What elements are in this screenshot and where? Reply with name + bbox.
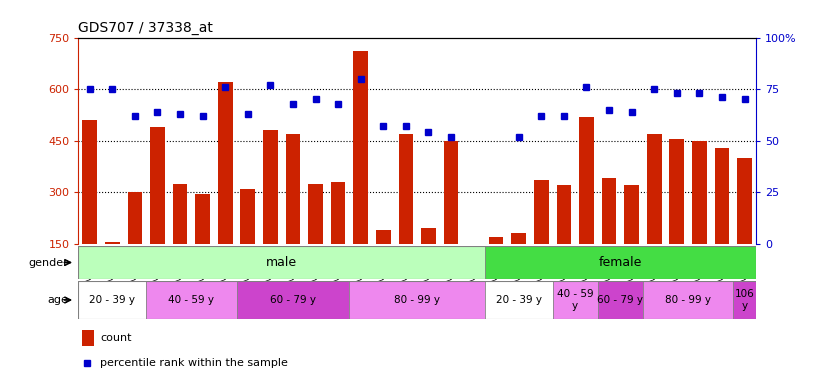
Text: 80 - 99 y: 80 - 99 y (665, 295, 711, 305)
Bar (553, 281, 598, 319)
Bar (150, 127, 165, 244)
Text: GDS707 / 37338_at: GDS707 / 37338_at (78, 21, 213, 35)
Text: 20 - 39 y: 20 - 39 y (89, 295, 135, 305)
Text: female: female (599, 256, 642, 269)
Bar (534, 180, 548, 244)
Bar (218, 82, 233, 244)
Bar (376, 230, 391, 244)
Bar (78, 246, 485, 279)
Text: gender: gender (29, 258, 69, 267)
Text: 80 - 99 y: 80 - 99 y (394, 295, 440, 305)
Bar (511, 233, 526, 244)
Text: male: male (266, 256, 297, 269)
Text: age: age (47, 295, 69, 305)
Bar (398, 134, 413, 244)
Bar (82, 330, 94, 346)
Bar (489, 237, 504, 244)
Bar (286, 134, 301, 244)
Bar (421, 228, 436, 244)
Text: count: count (100, 333, 131, 343)
Bar (598, 281, 643, 319)
Bar (733, 281, 756, 319)
Text: 106
y: 106 y (734, 289, 754, 311)
Bar (737, 158, 752, 244)
Bar (601, 178, 616, 244)
Bar (643, 281, 733, 319)
Text: 60 - 79 y: 60 - 79 y (270, 295, 316, 305)
Bar (444, 141, 458, 244)
Bar (240, 189, 255, 244)
Text: 60 - 79 y: 60 - 79 y (597, 295, 643, 305)
Text: 20 - 39 y: 20 - 39 y (496, 295, 542, 305)
Text: percentile rank within the sample: percentile rank within the sample (100, 358, 288, 369)
Bar (83, 120, 97, 244)
Bar (173, 184, 188, 244)
Bar (647, 134, 662, 244)
Bar (236, 281, 349, 319)
Bar (669, 139, 684, 244)
Bar (624, 185, 639, 244)
Bar (557, 185, 572, 244)
Bar (127, 192, 142, 244)
Bar (349, 281, 485, 319)
Bar (485, 246, 756, 279)
Bar (330, 182, 345, 244)
Bar (692, 141, 707, 244)
Bar (195, 194, 210, 244)
Text: 40 - 59 y: 40 - 59 y (169, 295, 215, 305)
Bar (485, 281, 553, 319)
Bar (78, 281, 146, 319)
Bar (579, 117, 594, 244)
Bar (105, 242, 120, 244)
Bar (308, 184, 323, 244)
Bar (263, 130, 278, 244)
Text: 40 - 59
y: 40 - 59 y (557, 289, 594, 311)
Bar (146, 281, 236, 319)
Bar (354, 51, 368, 244)
Bar (714, 147, 729, 244)
